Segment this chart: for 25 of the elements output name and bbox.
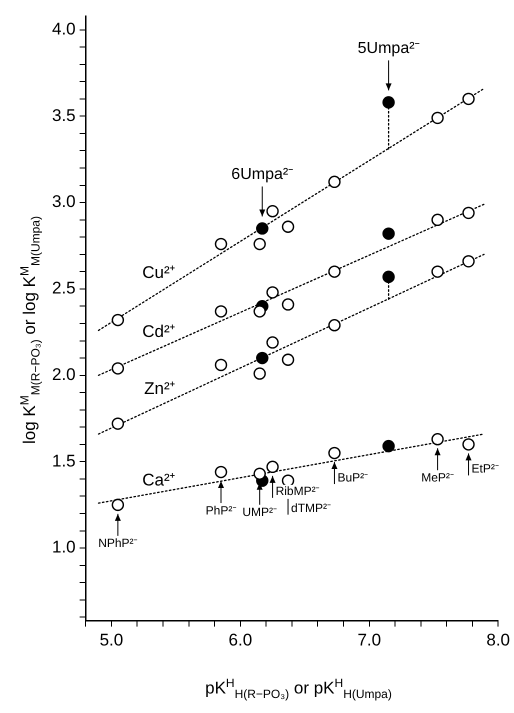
y-tick-label: 1.0 [52,538,76,557]
x-tick-label: 7.0 [357,630,382,650]
y-tick-label: 2.0 [52,364,76,384]
annotation: 6Umpa²⁻ [231,166,294,183]
series-label: Ca²⁺ [142,470,176,490]
annotation: BuP²⁻ [337,470,368,484]
annotation: EtP²⁻ [472,462,499,476]
series-label: Zn²⁺ [144,379,176,398]
y-tick-label: 3.0 [52,192,76,212]
annotation: UMP²⁻ [242,505,278,520]
annotation: RibMP²⁻ [276,484,320,498]
annotation: PhP²⁻ [206,503,236,518]
annotation: MeP²⁻ [421,470,454,485]
x-tick-label: 8.0 [486,630,510,650]
series-label: Cu²⁺ [142,263,176,282]
y-tick-label: 4.0 [52,20,76,39]
annotation: NPhP²⁻ [98,536,138,550]
series-label: Cd²⁺ [142,322,176,342]
y-tick-label: 1.5 [52,451,76,470]
x-tick-label: 5.0 [100,630,124,650]
y-tick-label: 3.5 [52,106,76,125]
x-tick-label: 6.0 [228,630,252,650]
annotation: dTMP²⁻ [291,500,332,515]
y-tick-label: 2.5 [52,278,76,298]
annotation: 5Umpa²⁻ [358,40,420,57]
